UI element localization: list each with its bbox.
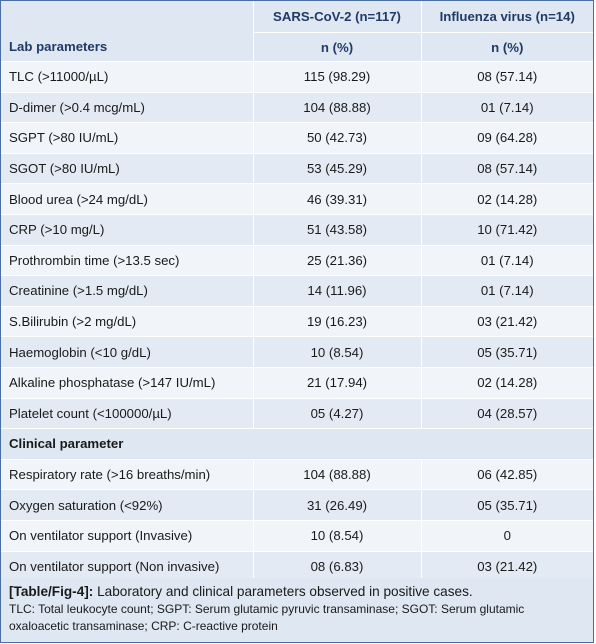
parameter-cell: SGPT (>80 IU/mL) [1, 122, 254, 154]
sars-value-cell: 10 (8.54) [253, 336, 422, 368]
parameter-cell: D-dimer (>0.4 mcg/mL) [1, 92, 254, 124]
parameter-cell: Creatinine (>1.5 mg/dL) [1, 275, 254, 307]
table-row: SGOT (>80 IU/mL) 53 (45.29) 08 (57.14) [1, 153, 593, 185]
table-row: Blood urea (>24 mg/dL) 46 (39.31) 02 (14.2… [1, 183, 593, 215]
table-row: SGPT (>80 IU/mL) 50 (42.73) 09 (64.28) [1, 122, 593, 154]
table-row: Respiratory rate (>16 breaths/min) 104 (8… [1, 459, 593, 491]
lab-rows: TLC (>11000/µL) 115 (98.29) 08 (57.14) D-di… [1, 61, 593, 430]
table-row: On ventilator support (Non invasive) 08 (… [1, 551, 593, 583]
influenza-value-cell: 09 (64.28) [421, 122, 593, 154]
table-row: Prothrombin time (>13.5 sec) 25 (21.36) 01… [1, 245, 593, 277]
table-row: Oxygen saturation (<92%) 31 (26.49) 05 (35… [1, 489, 593, 521]
caption-abbreviations: TLC: Total leukocyte count; SGPT: Serum … [9, 602, 525, 633]
influenza-value-cell: 05 (35.71) [421, 489, 593, 521]
sars-value-cell: 19 (16.23) [253, 306, 422, 338]
caption-title-line: [Table/Fig-4]: Laboratory and clinical p… [9, 582, 585, 601]
sars-value-cell: 10 (8.54) [253, 520, 422, 552]
sars-value-cell: 53 (45.29) [253, 153, 422, 185]
header-empty-cell [1, 1, 254, 33]
parameter-cell: TLC (>11000/µL) [1, 61, 254, 93]
table-row: D-dimer (>0.4 mcg/mL) 104 (88.88) 01 (7.14… [1, 92, 593, 124]
sars-value-cell: 104 (88.88) [253, 92, 422, 124]
header-unit-sars: n (%) [253, 32, 422, 62]
parameter-cell: Prothrombin time (>13.5 sec) [1, 245, 254, 277]
parameter-cell: Oxygen saturation (<92%) [1, 489, 254, 521]
influenza-value-cell: 03 (21.42) [421, 551, 593, 583]
clinical-rows: Respiratory rate (>16 breaths/min) 104 (8… [1, 459, 593, 583]
table-row: Alkaline phosphatase (>147 IU/mL) 21 (17.… [1, 367, 593, 399]
influenza-value-cell: 02 (14.28) [421, 183, 593, 215]
parameter-cell: Respiratory rate (>16 breaths/min) [1, 459, 254, 491]
sars-value-cell: 46 (39.31) [253, 183, 422, 215]
parameter-cell: Platelet count (<100000/µL) [1, 398, 254, 430]
parameter-cell: On ventilator support (Non invasive) [1, 551, 254, 583]
influenza-value-cell: 01 (7.14) [421, 245, 593, 277]
parameter-cell: SGOT (>80 IU/mL) [1, 153, 254, 185]
header-lab-parameters: Lab parameters [1, 32, 254, 62]
table-row: TLC (>11000/µL) 115 (98.29) 08 (57.14) [1, 61, 593, 93]
table-row: Haemoglobin (<10 g/dL) 10 (8.54) 05 (35.71… [1, 336, 593, 368]
sars-value-cell: 115 (98.29) [253, 61, 422, 93]
influenza-value-cell: 0 [421, 520, 593, 552]
parameter-cell: Blood urea (>24 mg/dL) [1, 183, 254, 215]
parameter-cell: CRP (>10 mg/L) [1, 214, 254, 246]
sars-value-cell: 14 (11.96) [253, 275, 422, 307]
caption-title: Laboratory and clinical parameters obser… [93, 584, 473, 599]
influenza-value-cell: 08 (57.14) [421, 153, 593, 185]
section-row: Clinical parameter [1, 428, 593, 460]
sars-value-cell: 21 (17.94) [253, 367, 422, 399]
sars-value-cell: 50 (42.73) [253, 122, 422, 154]
parameter-cell: Alkaline phosphatase (>147 IU/mL) [1, 367, 254, 399]
sars-value-cell: 31 (26.49) [253, 489, 422, 521]
influenza-value-cell: 04 (28.57) [421, 398, 593, 430]
influenza-value-cell: 03 (21.42) [421, 306, 593, 338]
clinical-section: Clinical parameter [1, 428, 593, 460]
header-unit-influenza: n (%) [421, 32, 593, 62]
table-row: On ventilator support (Invasive) 10 (8.54… [1, 520, 593, 552]
header-row: SARS-CoV-2 (n=117) Influenza virus (n=14… [1, 1, 593, 33]
influenza-value-cell: 08 (57.14) [421, 61, 593, 93]
caption-label: [Table/Fig-4]: [9, 584, 94, 599]
sars-value-cell: 05 (4.27) [253, 398, 422, 430]
sars-value-cell: 25 (21.36) [253, 245, 422, 277]
influenza-value-cell: 06 (42.85) [421, 459, 593, 491]
influenza-value-cell: 02 (14.28) [421, 367, 593, 399]
parameter-cell: S.Bilirubin (>2 mg/dL) [1, 306, 254, 338]
parameter-cell: Haemoglobin (<10 g/dL) [1, 336, 254, 368]
header-influenza: Influenza virus (n=14) [421, 1, 593, 33]
header-unit-row: Lab parameters n (%) n (%) [1, 32, 593, 62]
table-row: Platelet count (<100000/µL) 05 (4.27) 04 (… [1, 398, 593, 430]
sars-value-cell: 51 (43.58) [253, 214, 422, 246]
influenza-value-cell: 05 (35.71) [421, 336, 593, 368]
sars-value-cell: 08 (6.83) [253, 551, 422, 583]
header-sars: SARS-CoV-2 (n=117) [253, 1, 422, 33]
table-caption: [Table/Fig-4]: Laboratory and clinical p… [1, 578, 593, 642]
influenza-value-cell: 10 (71.42) [421, 214, 593, 246]
influenza-value-cell: 01 (7.14) [421, 275, 593, 307]
lab-parameters-table: SARS-CoV-2 (n=117) Influenza virus (n=14… [1, 1, 593, 583]
table-row: Creatinine (>1.5 mg/dL) 14 (11.96) 01 (7.1… [1, 275, 593, 307]
section-label: Clinical parameter [1, 428, 593, 460]
table-row: CRP (>10 mg/L) 51 (43.58) 10 (71.42) [1, 214, 593, 246]
sars-value-cell: 104 (88.88) [253, 459, 422, 491]
parameter-cell: On ventilator support (Invasive) [1, 520, 254, 552]
table-row: S.Bilirubin (>2 mg/dL) 19 (16.23) 03 (21.4… [1, 306, 593, 338]
influenza-value-cell: 01 (7.14) [421, 92, 593, 124]
